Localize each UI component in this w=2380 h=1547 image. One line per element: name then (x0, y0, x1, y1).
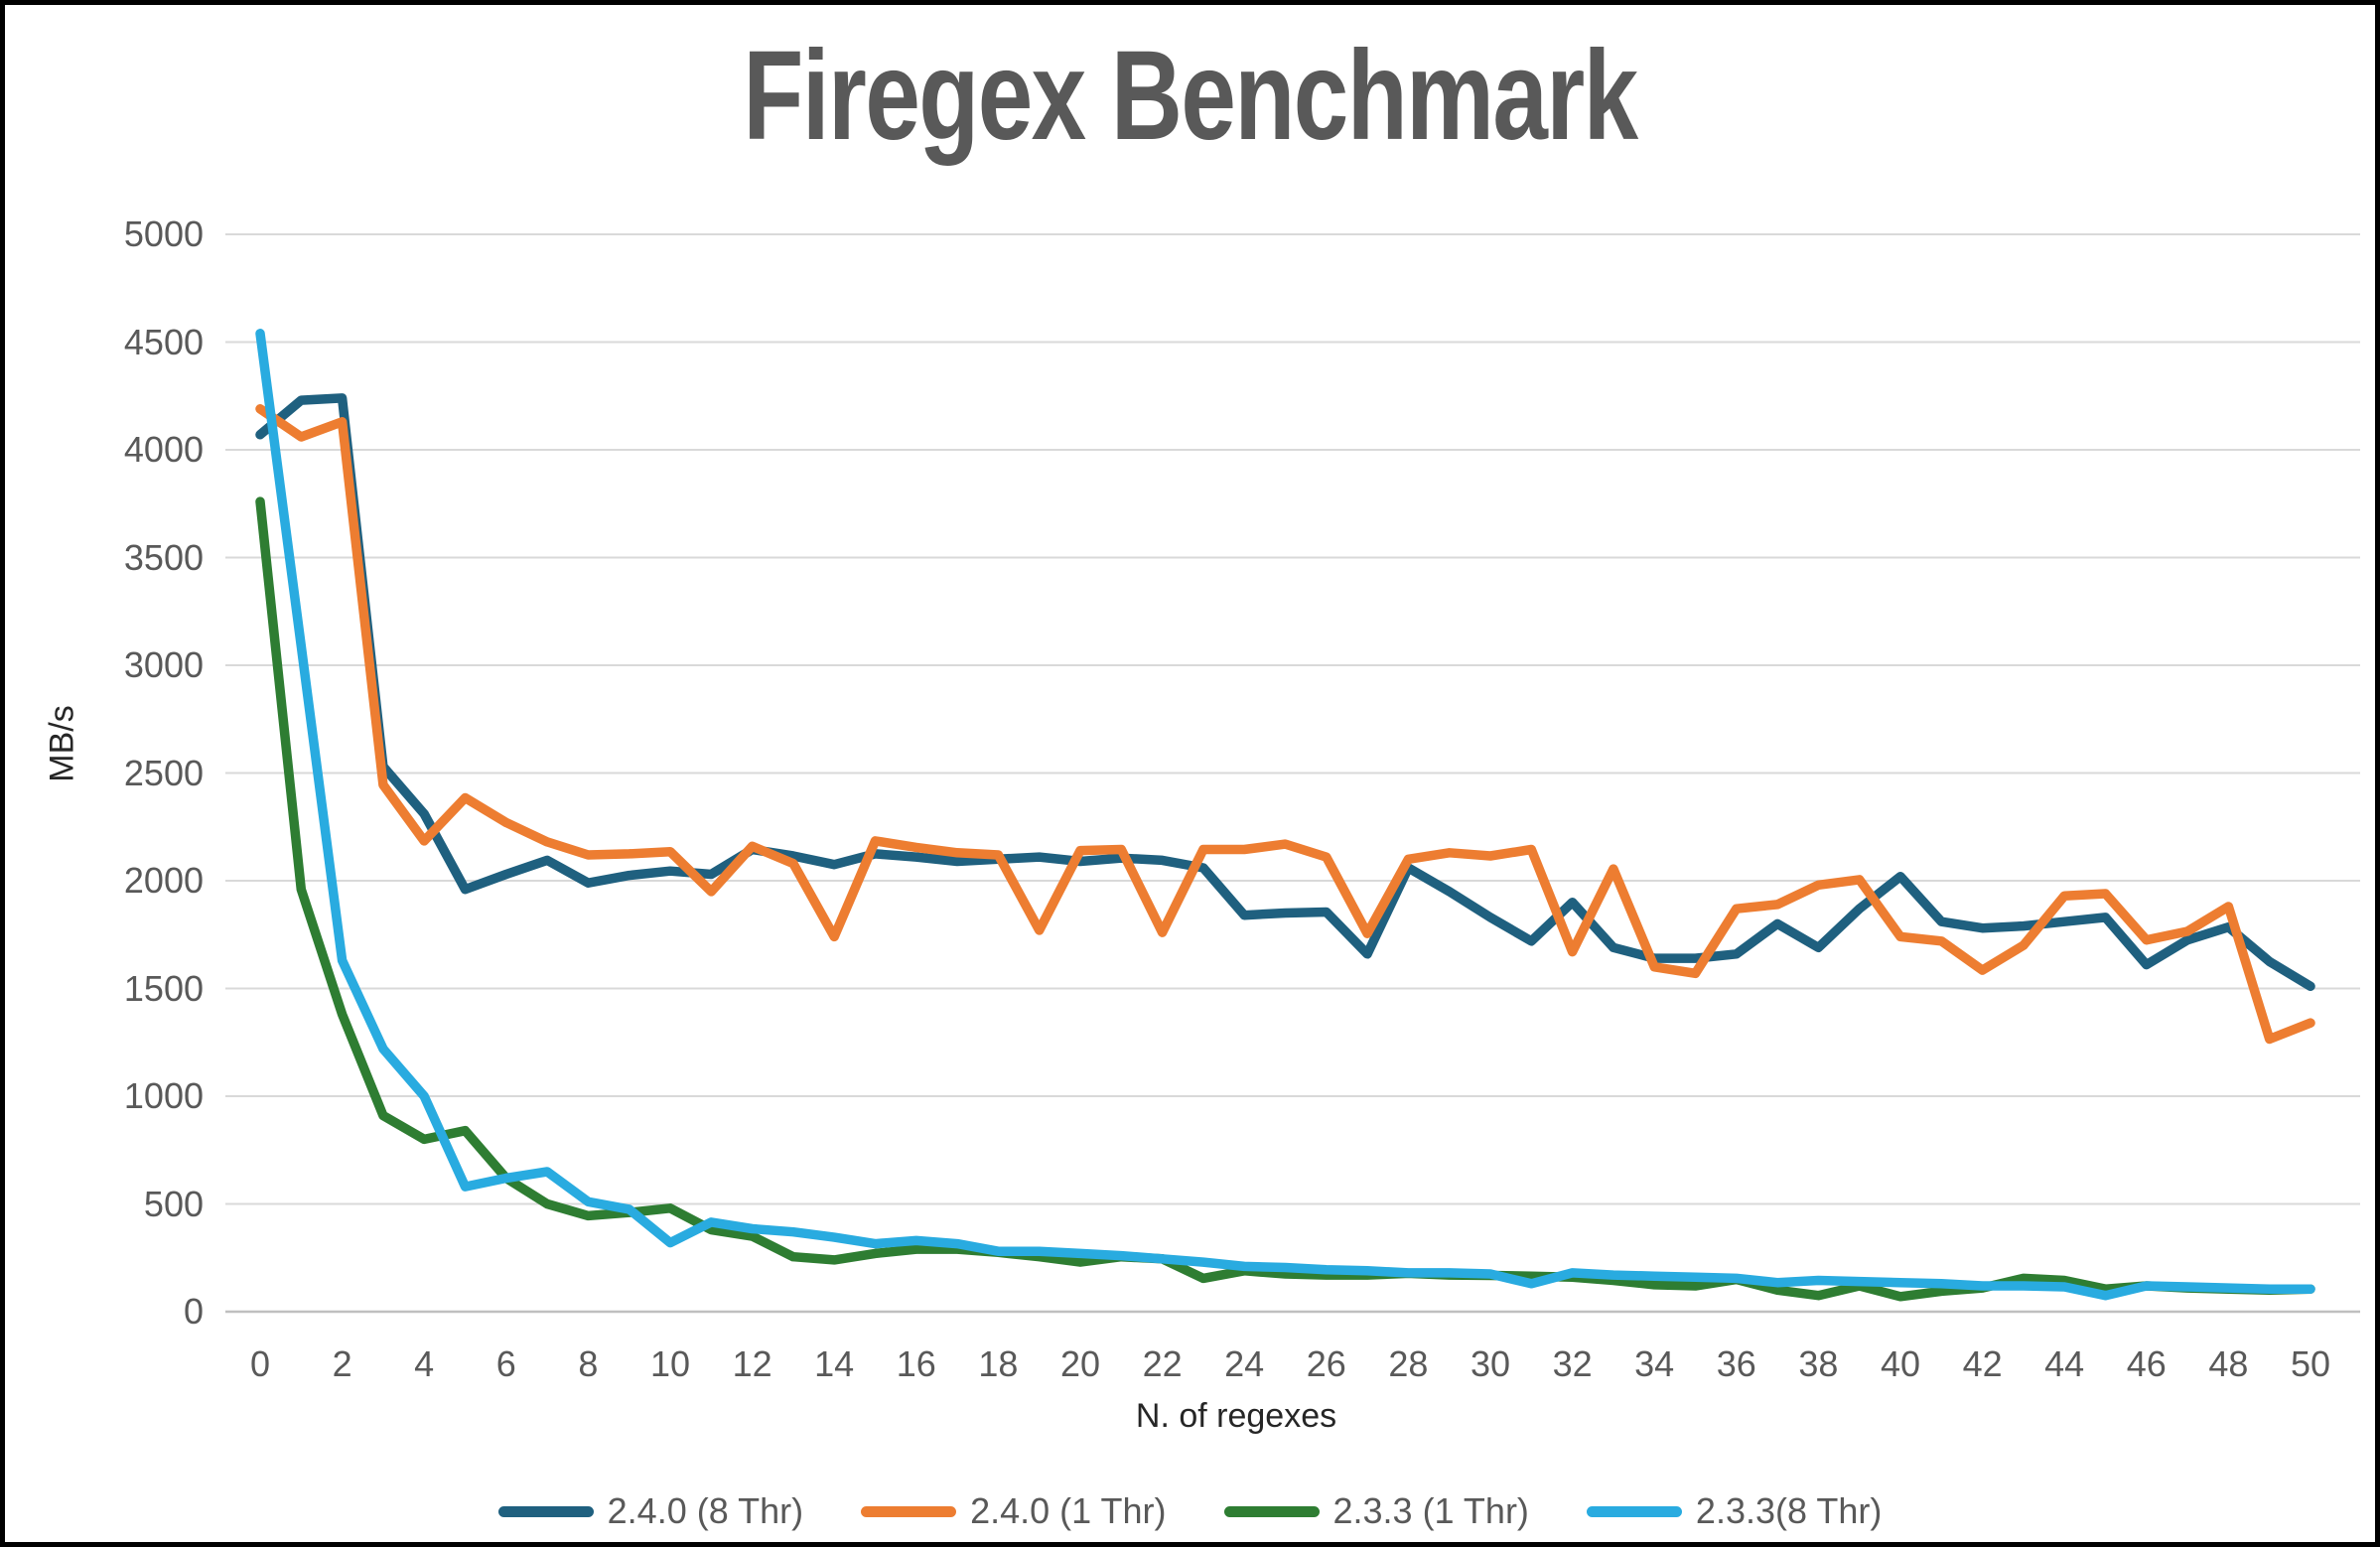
y-tick-label-500: 500 (143, 1183, 204, 1224)
x-axis-title: N. of regexes (1135, 1397, 1337, 1435)
x-tick-label-24: 24 (1224, 1343, 1265, 1384)
legend-label: 2.4.0 (8 Thr) (607, 1490, 804, 1531)
x-tick-label-4: 4 (414, 1343, 435, 1384)
legend-swatch-icon (861, 1505, 957, 1517)
legend-item-2.3.3(8 Thr): 2.3.3(8 Thr) (1586, 1490, 1883, 1532)
x-tick-label-32: 32 (1552, 1343, 1593, 1384)
x-tick-label-22: 22 (1142, 1343, 1183, 1384)
legend-item-2.4.0 (1 Thr): 2.4.0 (1 Thr) (861, 1490, 1167, 1532)
x-tick-label-38: 38 (1798, 1343, 1839, 1384)
x-tick-label-8: 8 (578, 1343, 599, 1384)
x-tick-label-46: 46 (2126, 1343, 2167, 1384)
x-tick-label-50: 50 (2290, 1343, 2331, 1384)
x-tick-label-20: 20 (1059, 1343, 1101, 1384)
y-tick-label-4000: 4000 (123, 429, 204, 470)
x-tick-label-16: 16 (896, 1343, 936, 1384)
x-tick-label-0: 0 (249, 1343, 271, 1384)
x-tick-label-28: 28 (1388, 1343, 1429, 1384)
x-tick-label-48: 48 (2208, 1343, 2249, 1384)
legend-item-2.3.3 (1 Thr): 2.3.3 (1 Thr) (1223, 1490, 1529, 1532)
y-tick-label-2000: 2000 (123, 860, 204, 901)
legend-swatch-icon (1223, 1505, 1320, 1517)
chart-title: Firegex Benchmark (743, 25, 1638, 167)
legend-label: 2.4.0 (1 Thr) (970, 1490, 1167, 1531)
x-tick-label-18: 18 (978, 1343, 1019, 1384)
series-line-2.4.0 (1 Thr) (255, 404, 2315, 1045)
y-tick-label-2500: 2500 (123, 752, 204, 793)
y-tick-label-1500: 1500 (123, 967, 204, 1009)
y-tick-label-3500: 3500 (123, 536, 204, 578)
y-tick-label-1000: 1000 (123, 1075, 204, 1116)
x-tick-label-34: 34 (1634, 1343, 1675, 1384)
legend-label: 2.3.3(8 Thr) (1695, 1490, 1883, 1531)
legend-label: 2.3.3 (1 Thr) (1332, 1490, 1529, 1531)
legend-swatch-icon (1586, 1505, 1682, 1517)
x-tick-label-2: 2 (332, 1343, 352, 1384)
x-tick-label-12: 12 (732, 1343, 772, 1384)
x-tick-label-14: 14 (814, 1343, 855, 1384)
x-tick-label-40: 40 (1880, 1343, 1921, 1384)
y-tick-label-3000: 3000 (123, 644, 204, 685)
y-axis-title: MB/s (43, 705, 81, 782)
legend-item-2.4.0 (8 Thr): 2.4.0 (8 Thr) (497, 1490, 804, 1532)
x-tick-label-36: 36 (1716, 1343, 1756, 1384)
x-tick-label-6: 6 (495, 1343, 516, 1384)
x-tick-label-44: 44 (2044, 1343, 2085, 1384)
line-chart-plot (225, 233, 2360, 1314)
x-tick-label-26: 26 (1306, 1343, 1346, 1384)
x-tick-label-30: 30 (1470, 1343, 1511, 1384)
legend-swatch-icon (497, 1505, 594, 1517)
y-tick-label-4500: 4500 (123, 321, 204, 362)
x-tick-label-42: 42 (1962, 1343, 2003, 1384)
chart-legend: 2.4.0 (8 Thr) 2.4.0 (1 Thr) 2.3.3 (1 Thr) 2… (5, 1490, 2375, 1532)
y-tick-label-5000: 5000 (123, 213, 204, 254)
x-tick-label-10: 10 (649, 1343, 691, 1384)
series-line-2.3.3 (1 Thr) (255, 496, 2315, 1302)
y-tick-label-0: 0 (183, 1291, 204, 1332)
series-line-2.3.3(8 Thr) (255, 329, 2315, 1301)
series-line-2.4.0 (8 Thr) (255, 393, 2315, 992)
